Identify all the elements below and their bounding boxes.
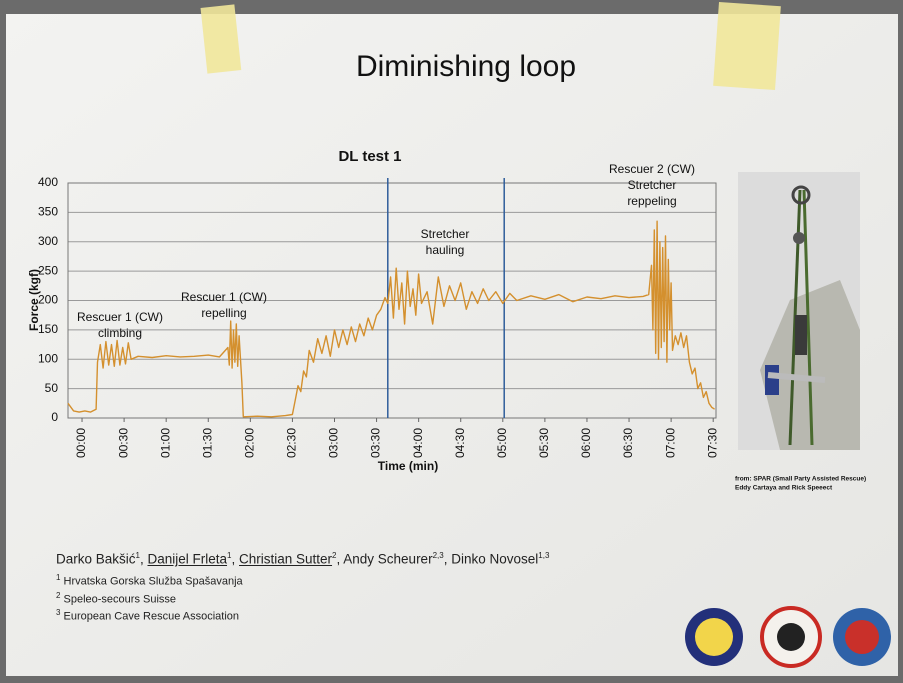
logo (845, 620, 879, 654)
affiliation-mark: 2 (56, 591, 60, 600)
affiliation-mark: 1 (56, 573, 60, 582)
x-tick-label: 02:00 (243, 428, 257, 458)
affiliation: 3 European Cave Rescue Association (56, 606, 243, 624)
affiliation-text: European Cave Rescue Association (64, 611, 240, 623)
authors: Darko Bakšić1, Danijel Frleta1, Christia… (56, 551, 549, 567)
pulley (793, 232, 805, 244)
chart-title: DL test 1 (338, 148, 401, 165)
x-tick-label: 04:30 (453, 428, 467, 458)
y-tick-label: 100 (38, 351, 58, 365)
y-tick-label: 150 (38, 322, 58, 336)
y-tick-label: 200 (38, 293, 58, 307)
author-name: Andy Scheurer (343, 552, 432, 567)
page: {"poster": {"title": "Diminishing loop",… (0, 0, 903, 683)
author-name: Christian Sutter (239, 552, 332, 567)
author-affiliation-mark: 1,3 (538, 551, 549, 560)
x-tick-label: 01:00 (158, 428, 172, 458)
x-tick-label: 04:00 (411, 428, 425, 458)
y-tick-label: 300 (38, 234, 58, 248)
author-name: Darko Bakšić (56, 552, 136, 567)
y-tick-label: 250 (38, 263, 58, 277)
affiliation-text: Speleo-secours Suisse (64, 593, 177, 605)
annotation: Rescuer 1 (CW) (181, 290, 267, 304)
author-affiliation-mark: 1 (136, 551, 140, 560)
x-tick-label: 05:30 (537, 428, 551, 458)
x-tick-label: 02:30 (285, 428, 299, 458)
affiliation-mark: 3 (56, 608, 60, 617)
x-tick-label: 07:30 (705, 428, 719, 458)
author-affiliation-mark: 2,3 (433, 551, 444, 560)
author-name: Dinko Novosel (451, 552, 538, 567)
x-tick-label: 06:00 (579, 428, 593, 458)
author-name: Danijel Frleta (148, 552, 228, 567)
credit: from: SPAR (Small Party Assisted Rescue) (735, 476, 866, 483)
rescuer (765, 365, 779, 395)
affiliation: 2 Speleo-secours Suisse (56, 589, 243, 607)
tape (201, 4, 242, 73)
x-tick-label: 07:00 (663, 428, 677, 458)
affiliation-text: Hrvatska Gorska Služba Spašavanja (64, 576, 243, 588)
affiliation: 1 Hrvatska Gorska Služba Spašavanja (56, 571, 243, 589)
x-axis-title: Time (min) (378, 459, 438, 473)
x-tick-label: 06:30 (621, 428, 635, 458)
annotation: Stretcher (421, 227, 470, 241)
logo (777, 623, 805, 651)
tape (713, 2, 781, 90)
logo (695, 618, 733, 656)
x-tick-label: 03:00 (327, 428, 341, 458)
annotation: reppeling (627, 194, 676, 208)
x-tick-label: 00:00 (74, 428, 88, 458)
annotation: Rescuer 1 (CW) (77, 310, 163, 324)
illustration (738, 172, 860, 450)
author-affiliation-mark: 1 (227, 551, 231, 560)
y-tick-label: 0 (51, 410, 58, 424)
y-tick-label: 50 (45, 381, 59, 395)
credit: Eddy Cartaya and Rick Speeect (735, 485, 833, 492)
y-tick-label: 350 (38, 205, 58, 219)
annotation: Stretcher (628, 178, 677, 192)
x-tick-label: 05:00 (495, 428, 509, 458)
annotation: Rescuer 2 (CW) (609, 162, 695, 176)
logos (685, 608, 891, 666)
rescuer (795, 315, 807, 355)
y-tick-label: 400 (38, 175, 58, 189)
author-affiliation-mark: 2 (332, 551, 336, 560)
x-tick-label: 01:30 (200, 428, 214, 458)
poster-title: Diminishing loop (356, 50, 576, 83)
x-tick-label: 03:30 (369, 428, 383, 458)
annotation: climbing (98, 326, 142, 340)
annotation: repelling (201, 306, 246, 320)
x-tick-label: 00:30 (116, 428, 130, 458)
annotation: hauling (426, 243, 465, 257)
